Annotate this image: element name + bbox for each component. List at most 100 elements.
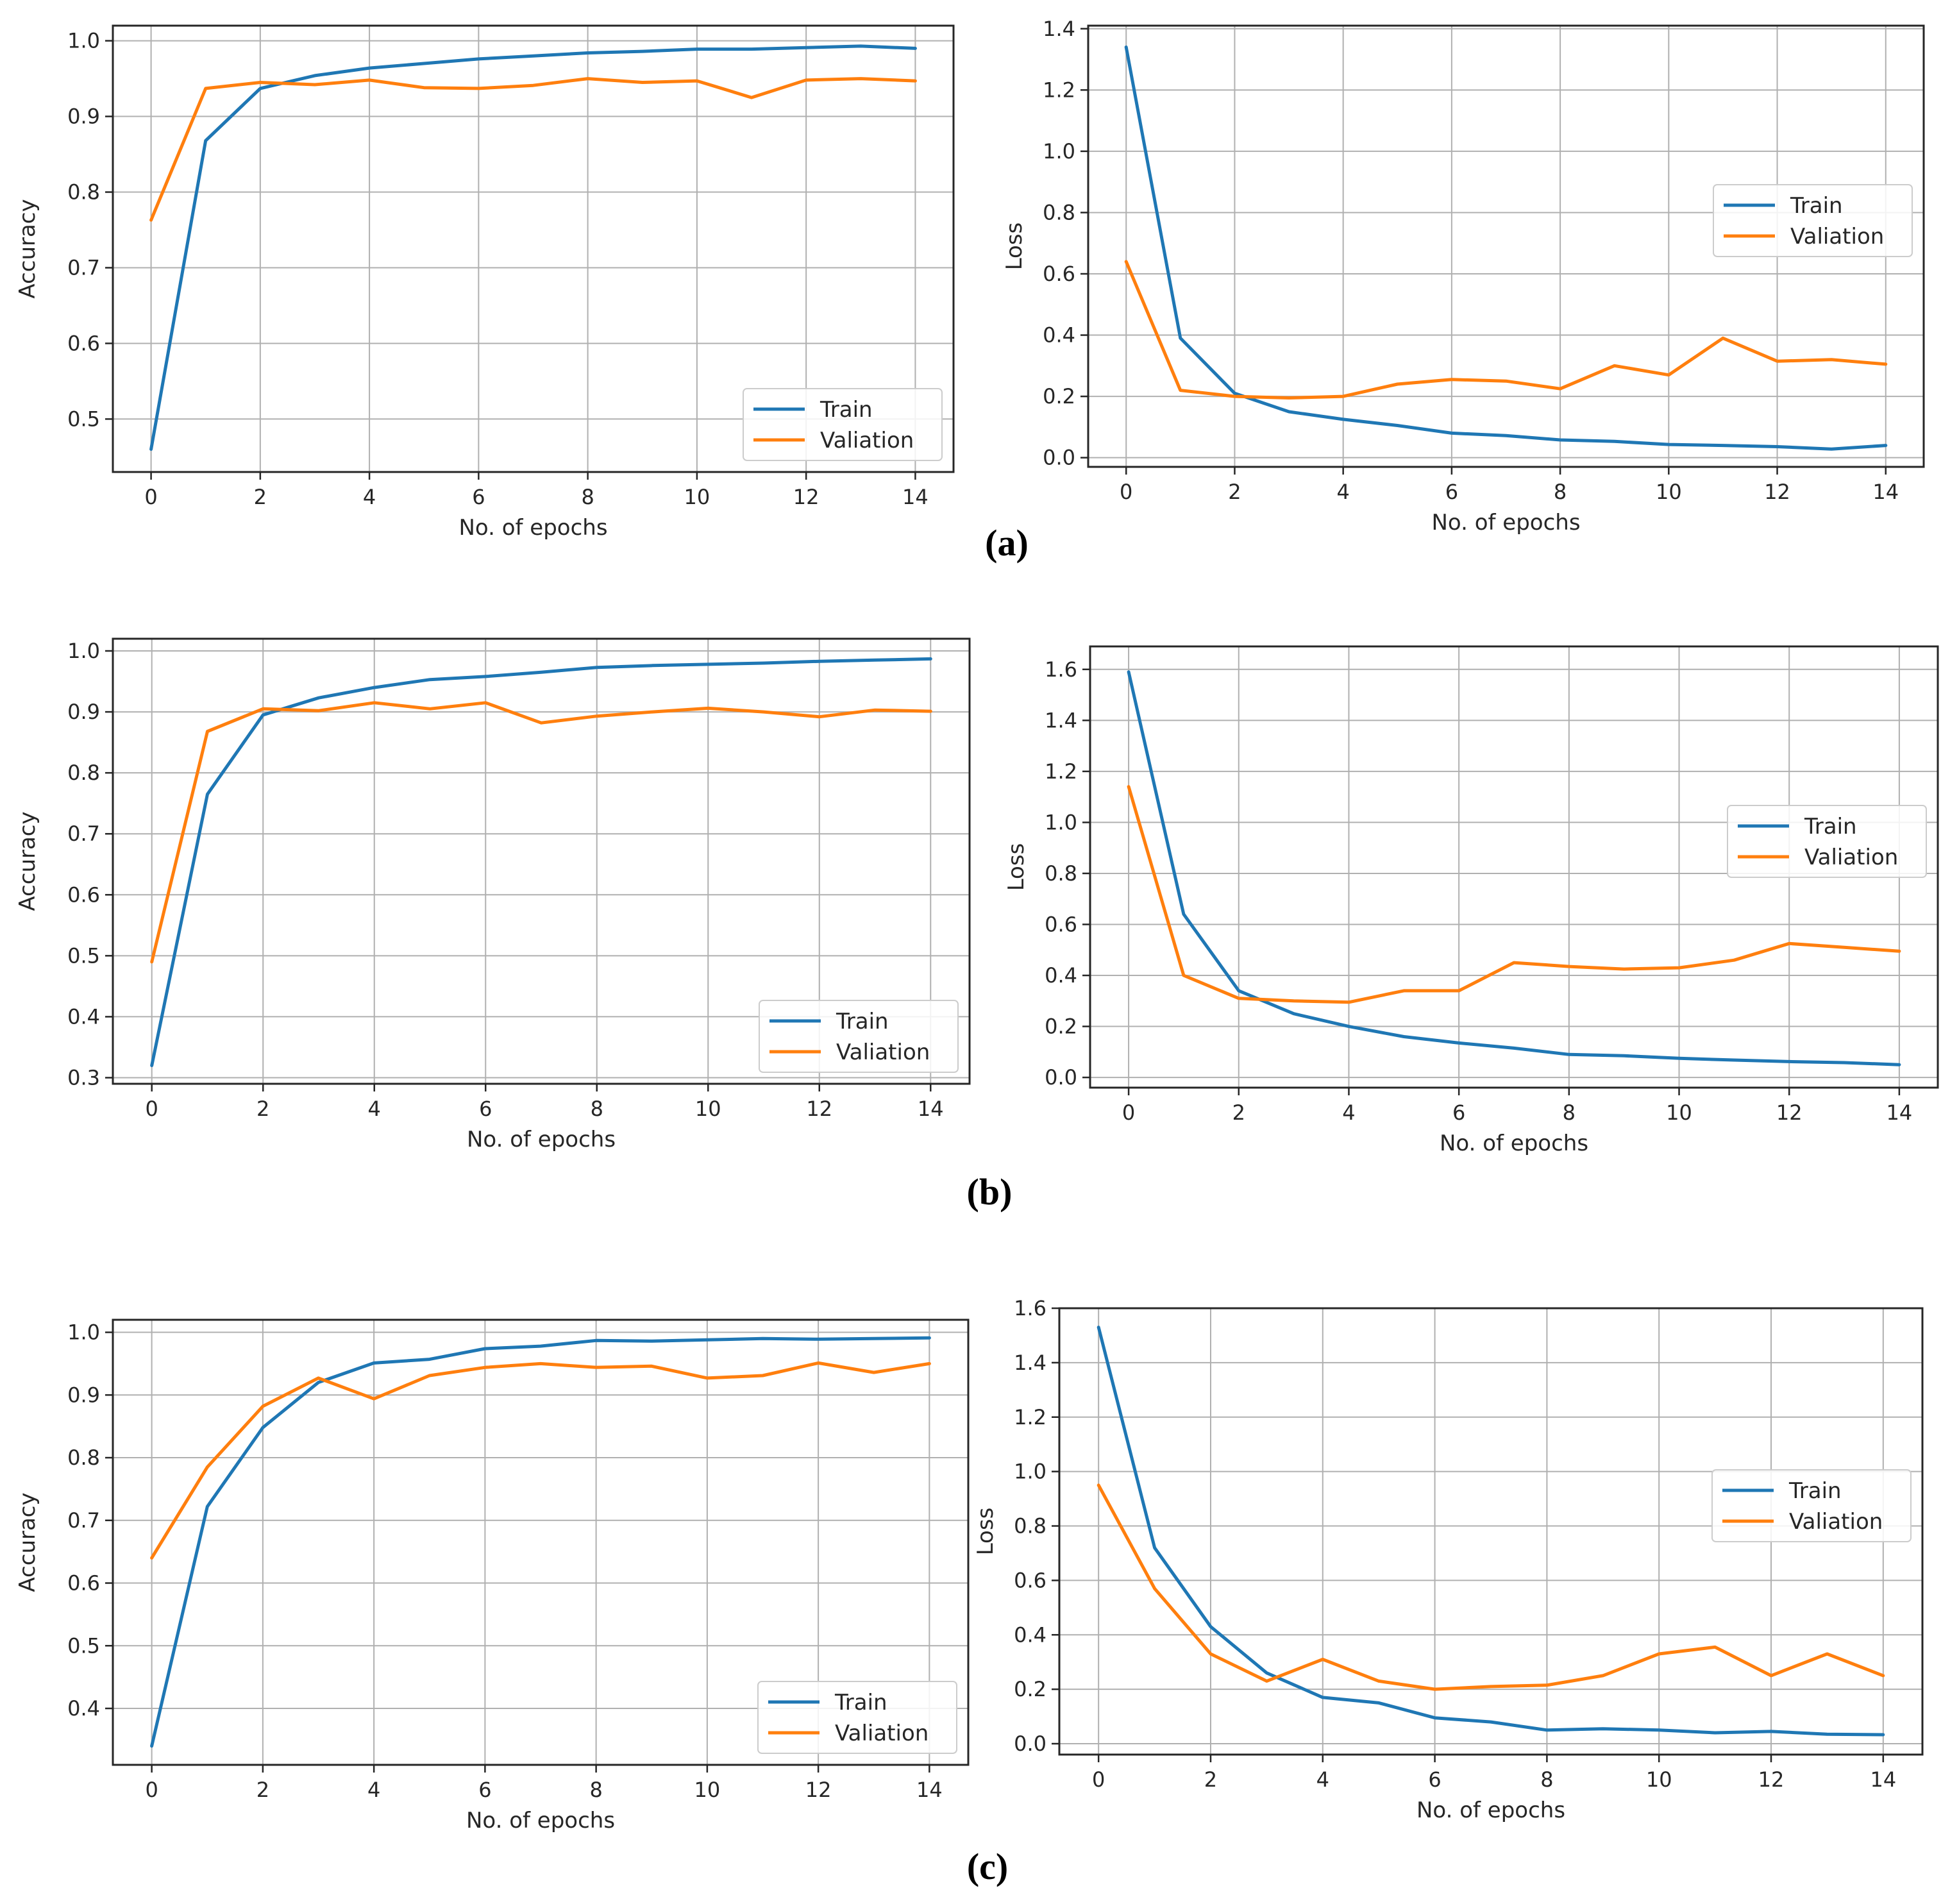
legend-box [757,1681,957,1754]
x-tick-label: 10 [1646,1767,1672,1792]
y-tick-label: 0.8 [1014,1514,1046,1538]
legend-box [1711,1469,1912,1542]
y-tick-label: 0.6 [1045,912,1077,936]
x-tick-label: 0 [146,1097,158,1121]
x-tick-label: 14 [918,1097,944,1121]
y-tick-label: 0.7 [67,255,100,280]
legend-label-validation: Valiation [820,428,914,453]
y-tick-label: 0.6 [1014,1568,1046,1592]
x-tick-label: 8 [1554,480,1567,504]
x-tick-label: 0 [1122,1100,1135,1125]
chart-a-loss: 0 2 4 6 8 10 12 14 0.0 0.2 0.4 0.6 0.8 1.0 1.2 1.4 No. o… [1002,17,1925,535]
x-tick-label: 10 [1666,1100,1692,1125]
x-tick-label: 2 [254,485,267,509]
x-axis-label: No. of epochs [458,515,607,541]
x-tick-label: 0 [1120,480,1132,504]
x-tick-label: 6 [472,485,485,509]
y-tick-label: 1.0 [1045,810,1077,834]
x-tick-label: 8 [591,1097,603,1121]
legend: Train Valiation [1711,1469,1912,1542]
x-tick-label: 12 [1758,1767,1785,1792]
x-tick-label: 10 [694,1778,721,1802]
y-tick-label: 0.6 [1043,262,1075,286]
x-tick-label: 12 [1764,480,1790,504]
legend-label-validation: Valiation [1804,845,1898,870]
y-axis-label: Accuracy [15,199,40,298]
y-tick-label: 0.6 [67,331,100,355]
x-tick-label: 14 [902,485,929,509]
series-line-validation [1127,785,1901,1004]
axes-frame [112,1318,970,1766]
y-tick-label: 0.2 [1045,1015,1077,1039]
y-tick-label: 0.6 [67,1571,100,1596]
x-tick-label: 4 [368,1097,381,1121]
x-tick-label: 2 [1204,1767,1217,1792]
y-tick-label: 0.8 [67,180,100,205]
chart-a-accuracy: 0 2 4 6 8 10 12 14 0.5 0.6 0.7 0.8 0.9 1.0 No. of epoc… [15,24,955,541]
legend-label-train: Train [820,397,873,423]
legend: Train Valiation [759,1000,959,1073]
x-axis-label: No. of epochs [1431,510,1580,535]
y-axis-label: Accuracy [15,811,40,911]
series-line-validation [149,77,917,222]
x-tick-label: 4 [1316,1767,1329,1792]
x-tick-label: 4 [363,485,376,509]
chart-b-accuracy: 0 2 4 6 8 10 12 14 0.3 0.4 0.5 0.6 0.7 0.8 0.9 1.0 No. o… [15,637,971,1152]
x-tick-label: 6 [1428,1767,1441,1792]
series-line-train [150,1336,931,1748]
y-tick-label: 0.7 [67,821,100,846]
y-tick-label: 1.0 [1014,1460,1046,1484]
x-tick-label: 8 [1540,1767,1553,1792]
y-tick-label: 1.0 [67,639,100,663]
y-tick-label: 1.4 [1045,708,1077,732]
y-axis-label: Loss [1004,843,1029,891]
y-tick-label: 0.6 [67,882,100,907]
charts-layer: 0 2 4 6 8 10 12 14 0.5 0.6 0.7 0.8 0.9 1.0 No. of epoc… [15,17,1939,1833]
legend: Train Valiation [743,388,943,461]
x-axis-label: No. of epochs [467,1127,616,1152]
x-tick-label: 4 [1336,480,1349,504]
y-tick-label: 0.4 [1043,323,1075,348]
y-tick-label: 0.7 [67,1508,100,1533]
x-tick-label: 4 [367,1778,380,1802]
axes-frame [1089,645,1939,1089]
y-tick-label: 1.0 [1043,139,1075,164]
y-tick-label: 0.4 [1014,1622,1046,1647]
x-tick-label: 12 [805,1778,832,1802]
axes-frame [112,24,955,473]
panel-label-c: (c) [967,1846,1008,1887]
legend-label-validation: Valiation [835,1721,929,1746]
legend-label-train: Train [1790,193,1843,219]
x-tick-label: 14 [1870,1767,1896,1792]
chart-b-loss: 0 2 4 6 8 10 12 14 0.0 0.2 0.4 0.6 0.8 1.0 1.2 1.4 1.6 No… [1004,645,1939,1156]
x-tick-label: 6 [1445,480,1458,504]
axes-frame [1058,1307,1924,1756]
x-tick-label: 8 [589,1778,602,1802]
x-axis-label: No. of epochs [466,1808,615,1833]
y-tick-label: 0.5 [67,943,100,968]
x-tick-label: 0 [1092,1767,1105,1792]
legend-box [1713,184,1913,257]
legend: Train Valiation [757,1681,957,1754]
y-axis-label: Loss [973,1508,998,1556]
x-tick-label: 0 [145,1778,158,1802]
x-tick-label: 12 [1776,1100,1803,1125]
legend-box [743,388,943,461]
y-tick-label: 1.2 [1043,78,1075,102]
y-tick-label: 1.4 [1043,17,1075,41]
y-tick-label: 0.8 [67,1445,100,1470]
x-tick-label: 2 [1228,480,1241,504]
legend-label-train: Train [836,1009,889,1034]
y-tick-label: 0.5 [67,1633,100,1658]
x-tick-label: 2 [1232,1100,1245,1125]
x-tick-label: 8 [1563,1100,1576,1125]
legend-label-validation: Valiation [1789,1509,1883,1535]
y-tick-label: 0.0 [1043,446,1075,470]
series-line-train [1124,45,1888,451]
y-tick-label: 0.2 [1014,1677,1046,1701]
series-line-validation [1124,260,1888,400]
legend: Train Valiation [1713,184,1913,257]
x-tick-label: 6 [478,1778,491,1802]
y-tick-label: 0.9 [67,700,100,724]
